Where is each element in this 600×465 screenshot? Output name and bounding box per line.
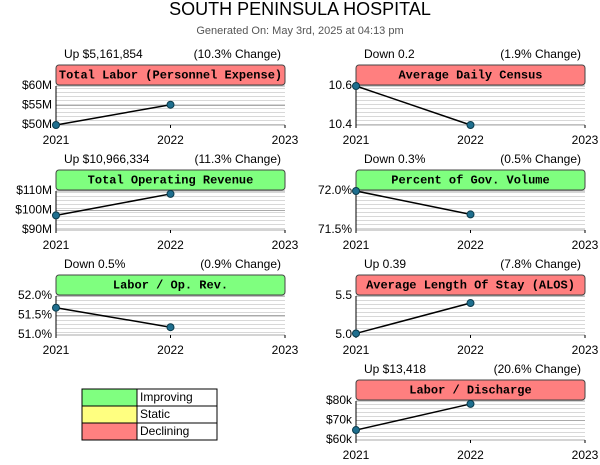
data-point bbox=[166, 189, 175, 198]
data-point bbox=[352, 187, 360, 195]
data-line bbox=[355, 302, 471, 335]
page-subtitle: Generated On: May 3rd, 2025 at 04:13 pm bbox=[196, 25, 403, 37]
y-tick-label: 5.5 bbox=[335, 288, 352, 302]
data-point bbox=[352, 426, 360, 435]
x-tick-label: 2021 bbox=[43, 238, 70, 252]
data-line bbox=[355, 403, 471, 431]
legend-swatch bbox=[81, 422, 138, 441]
y-tick-label: $110M bbox=[16, 183, 52, 197]
x-tick-label: 2022 bbox=[457, 448, 484, 462]
data-point bbox=[352, 82, 360, 90]
change-percent: (1.9% Change) bbox=[500, 47, 581, 61]
x-tick-label: 2022 bbox=[457, 238, 484, 252]
chart-title: Total Operating Revenue bbox=[88, 174, 254, 188]
y-tick-label: 51.0% bbox=[18, 327, 52, 341]
change-label: Down 0.2 bbox=[364, 47, 415, 61]
chart-title-box bbox=[55, 64, 286, 86]
x-tick-label: 2023 bbox=[572, 133, 599, 147]
y-tick-label: $50M bbox=[22, 117, 52, 131]
y-tick-label: 51.5% bbox=[18, 308, 52, 322]
data-point bbox=[466, 121, 475, 129]
change-label: Up 0.39 bbox=[364, 257, 406, 271]
y-tick-label: 72.0% bbox=[318, 183, 352, 197]
y-tick-label: 10.4 bbox=[329, 117, 353, 131]
y-tick-label: 5.0 bbox=[335, 327, 352, 341]
x-tick-label: 2022 bbox=[157, 133, 184, 147]
change-percent: (7.8% Change) bbox=[500, 257, 581, 271]
change-percent: (0.5% Change) bbox=[500, 152, 581, 166]
y-tick-label: $80k bbox=[326, 393, 353, 407]
y-tick-label: $55M bbox=[22, 98, 52, 112]
x-tick-label: 2023 bbox=[272, 133, 299, 147]
x-tick-label: 2023 bbox=[572, 448, 599, 462]
y-tick-label: 52.0% bbox=[18, 288, 52, 302]
x-tick-label: 2023 bbox=[272, 343, 299, 357]
y-tick-label: 71.5% bbox=[318, 222, 352, 236]
legend-swatch bbox=[81, 405, 138, 424]
data-point bbox=[52, 211, 60, 220]
chart-title-box bbox=[55, 274, 286, 296]
change-label: Up $5,161,854 bbox=[64, 47, 143, 61]
data-point bbox=[166, 323, 175, 332]
data-line bbox=[55, 306, 171, 328]
data-point bbox=[466, 399, 475, 408]
x-tick-label: 2021 bbox=[43, 133, 70, 147]
chart-title-box bbox=[355, 274, 586, 296]
data-line bbox=[55, 193, 171, 217]
legend-label: Declining bbox=[140, 424, 189, 438]
chart-title: Average Length Of Stay (ALOS) bbox=[366, 279, 575, 293]
legend-label: Improving bbox=[140, 390, 193, 404]
plot-background bbox=[356, 86, 585, 125]
chart-title-box bbox=[355, 64, 586, 86]
data-line bbox=[355, 85, 471, 126]
chart-title: Average Daily Census bbox=[398, 69, 542, 83]
legend-label-box bbox=[136, 422, 218, 441]
chart-title: Labor / Discharge bbox=[409, 384, 531, 398]
page-title: SOUTH PENINSULA HOSPITAL bbox=[169, 0, 431, 19]
chart-title-box bbox=[355, 169, 586, 191]
data-point bbox=[52, 303, 60, 312]
y-tick-label: $60k bbox=[326, 432, 353, 446]
change-label: Down 0.3% bbox=[364, 152, 426, 166]
y-tick-label: $90M bbox=[22, 222, 52, 236]
x-tick-label: 2022 bbox=[157, 343, 184, 357]
x-tick-label: 2022 bbox=[457, 343, 484, 357]
x-tick-label: 2021 bbox=[43, 343, 70, 357]
change-percent: (0.9% Change) bbox=[200, 257, 281, 271]
x-tick-label: 2023 bbox=[572, 238, 599, 252]
x-tick-label: 2022 bbox=[457, 133, 484, 147]
x-tick-label: 2021 bbox=[343, 448, 370, 462]
data-point bbox=[352, 329, 360, 338]
legend-swatch bbox=[81, 388, 138, 407]
x-tick-label: 2021 bbox=[343, 238, 370, 252]
x-tick-label: 2023 bbox=[572, 343, 599, 357]
data-point bbox=[166, 100, 175, 109]
data-point bbox=[52, 121, 60, 129]
x-tick-label: 2021 bbox=[343, 133, 370, 147]
legend-label: Static bbox=[140, 407, 170, 421]
chart-title: Labor / Op. Rev. bbox=[113, 279, 228, 293]
x-tick-label: 2023 bbox=[272, 238, 299, 252]
change-label: Down 0.5% bbox=[64, 257, 126, 271]
data-line bbox=[55, 103, 171, 126]
data-point bbox=[466, 210, 475, 219]
y-tick-label: $60M bbox=[22, 78, 52, 92]
chart-title: Total Labor (Personnel Expense) bbox=[59, 69, 282, 83]
change-percent: (10.3% Change) bbox=[194, 47, 281, 61]
change-label: Up $13,418 bbox=[364, 362, 426, 376]
data-point bbox=[466, 299, 475, 308]
chart-title: Percent of Gov. Volume bbox=[391, 174, 549, 188]
x-tick-label: 2022 bbox=[157, 238, 184, 252]
change-percent: (20.6% Change) bbox=[494, 362, 581, 376]
change-label: Up $10,966,334 bbox=[64, 152, 150, 166]
change-percent: (11.3% Change) bbox=[195, 152, 282, 166]
y-tick-label: $100M bbox=[15, 203, 52, 217]
x-tick-label: 2021 bbox=[343, 343, 370, 357]
y-tick-label: 10.6 bbox=[329, 78, 353, 92]
data-line bbox=[355, 190, 471, 216]
y-tick-label: $70k bbox=[326, 413, 353, 427]
